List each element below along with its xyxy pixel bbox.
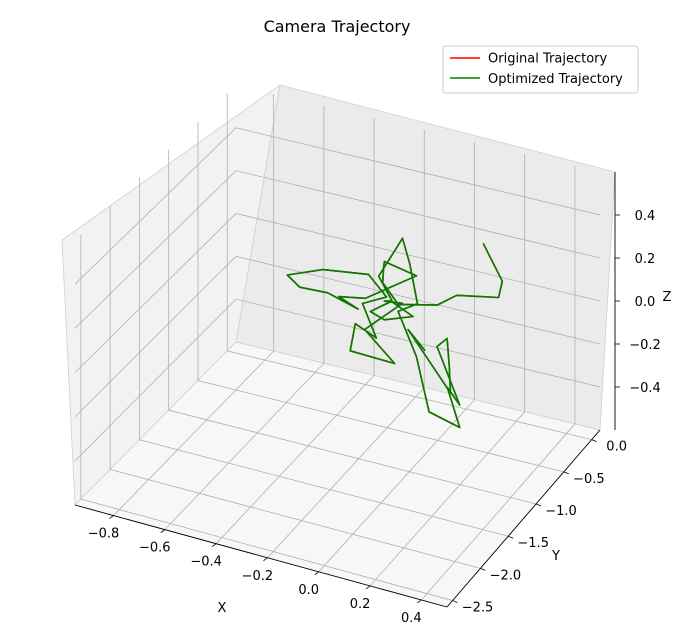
y-tick-mark [535,503,542,507]
x-tick-label: −0.8 [88,527,120,542]
x-tick-mark [417,599,422,604]
z-gridline [74,298,601,462]
z-tick-label: −0.2 [629,338,661,353]
z-axis-ticks: 0.4 0.2 0.0 −0.2 −0.4 [615,209,661,396]
y-axis-line [446,429,601,608]
z-tick-label: 0.2 [635,252,656,267]
series-line-optimized [286,237,504,429]
y-tick-mark [591,439,597,443]
z-gridline [74,213,601,373]
y-tick-label: −0.5 [573,472,605,487]
x-tick-label: 0.0 [298,583,319,598]
y-tick-label: −1.0 [545,504,577,519]
x-tick-label: −0.2 [242,569,274,584]
y-axis-label: Y [551,549,560,564]
legend-label-original: Original Trajectory [488,52,607,67]
legend-frame [442,45,639,94]
y-tick-label: 0.0 [606,440,627,455]
grid-lines [74,93,601,601]
x-tick-mark [365,585,371,590]
y-tick-mark [452,600,458,603]
chart-title: Camera Trajectory [264,17,411,36]
x-tick-label: −0.4 [190,555,222,570]
y-axis-ticks: 0.0 −0.5 −1.0 −1.5 −2.0 −2.5 [452,439,627,616]
x-tick-label: 0.2 [350,597,371,612]
z-tick-label: 0.0 [635,295,656,310]
y-tick-mark [563,471,569,475]
x-tick-mark [160,529,166,533]
series-layer [286,237,504,429]
y-tick-label: −2.5 [462,601,494,616]
legend-label-optimized: Optimized Trajectory [488,72,623,87]
z-axis-label: Z [663,290,672,305]
x-tick-mark [263,557,268,562]
x-tick-mark [314,571,319,576]
z-tick-label: −0.4 [629,381,661,396]
x-axis-ticks: −0.8 −0.6 −0.4 −0.2 0.0 0.2 0.4 [88,515,422,626]
y-tick-mark [508,535,514,539]
z-gridline [74,127,601,285]
y-tick-mark [480,568,486,571]
legend: Original Trajectory Optimized Trajectory [442,45,639,94]
x-axis-label: X [218,601,227,616]
x-tick-label: −0.6 [139,541,171,556]
x-tick-mark [109,515,114,519]
x-axis-line [74,504,448,608]
z-gridline [74,170,601,329]
y-tick-label: −1.5 [517,536,549,551]
z-gridline [74,255,601,417]
y-tick-label: −2.0 [490,568,522,583]
z-tick-label: 0.4 [635,209,656,224]
x-tick-label: 0.4 [401,611,422,626]
x-tick-mark [211,543,217,548]
